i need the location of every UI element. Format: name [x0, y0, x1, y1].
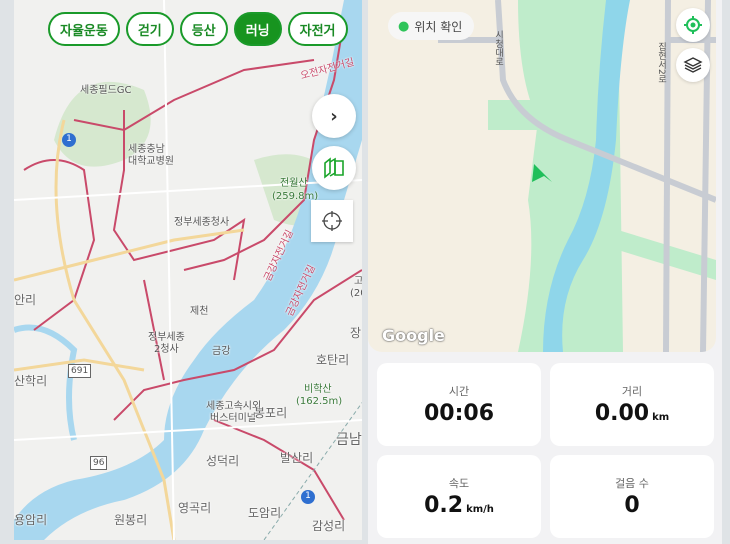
map-label: 정부세종 — [148, 332, 185, 343]
map-pin-icon: ● — [398, 18, 410, 34]
map-label: 산학리 — [14, 374, 48, 388]
gps-target-icon — [684, 16, 702, 34]
map-label: 제천 — [190, 306, 209, 317]
chip-walking[interactable]: 걷기 — [125, 12, 174, 46]
map-label: (20 — [350, 288, 362, 299]
heading-marker-icon — [532, 164, 552, 182]
chevron-right-icon: › — [330, 105, 338, 127]
map-label: 용암리 — [14, 513, 48, 527]
stat-value: 0.00 — [594, 401, 650, 426]
stat-unit: km — [652, 412, 670, 423]
map-label: 비학산 — [304, 384, 332, 395]
map-label: 대학교병원 — [128, 156, 174, 167]
map-label: 전월산 — [280, 178, 308, 189]
stat-title: 시간 — [448, 385, 470, 398]
stat-title: 걸음 수 — [615, 477, 649, 490]
tracking-panel: ● 위치 확인 시청대로 집현서2로 Google 시간 00:06 거리 0.… — [368, 0, 722, 544]
map-graphics — [438, 0, 716, 352]
google-logo: Google — [382, 326, 445, 345]
chip-running[interactable]: 러닝 — [233, 12, 282, 46]
map-label: 2청사 — [154, 344, 179, 355]
chip-hiking[interactable]: 등산 — [179, 12, 228, 46]
stat-card-time: 시간 00:06 — [377, 363, 541, 446]
expand-button[interactable]: › — [312, 94, 356, 138]
map-label: 세종고속시외 — [206, 401, 262, 412]
location-check-button[interactable]: ● 위치 확인 — [388, 12, 475, 40]
location-check-label: 위치 확인 — [414, 19, 463, 34]
map-label: 고 — [354, 276, 362, 287]
road-label: 시청대로 — [493, 30, 503, 66]
stat-card-speed: 속도 0.2 km/h — [377, 455, 541, 538]
3d-view-button[interactable] — [312, 146, 356, 190]
layers-icon — [683, 57, 703, 73]
map-label: 금남 — [336, 432, 362, 448]
stat-card-steps: 걸음 수 0 — [550, 455, 714, 538]
map-label: 발산리 — [280, 451, 314, 465]
route-shield: 1 — [62, 133, 76, 147]
chip-cycling[interactable]: 자전거 — [287, 12, 348, 46]
map-label: 세종충남 — [128, 144, 165, 155]
map-label: 장 — [350, 326, 362, 340]
map-label: 영곡리 — [178, 501, 212, 515]
crosshair-icon — [322, 211, 342, 231]
stat-title: 거리 — [621, 385, 643, 398]
stat-value: 0 — [624, 493, 640, 518]
route-shield: 96 — [90, 456, 108, 470]
activity-chips: 자율운동 걷기 등산 러닝 자전거 — [48, 12, 348, 46]
locate-button[interactable] — [311, 200, 353, 242]
map-label: 정부세종청사 — [174, 217, 230, 228]
map-label: (259.8m) — [272, 191, 319, 202]
map-label: 호탄리 — [316, 353, 350, 367]
stat-title: 속도 — [448, 477, 470, 490]
stat-value: 0.2 — [424, 493, 464, 518]
route-shield: 691 — [68, 364, 92, 378]
map-layers-button[interactable] — [676, 48, 710, 82]
stat-unit: km/h — [466, 504, 494, 515]
stat-card-distance: 거리 0.00 km — [550, 363, 714, 446]
map-label: 도암리 — [248, 506, 282, 520]
stat-value: 00:06 — [423, 401, 495, 426]
map-label: 성덕리 — [206, 454, 240, 468]
map-label: 금강 — [212, 346, 231, 357]
map-label: 감성리 — [312, 519, 346, 533]
current-location-map[interactable]: ● 위치 확인 시청대로 집현서2로 Google — [368, 0, 716, 352]
map-label: 세종필드GC — [80, 85, 132, 96]
my-location-button[interactable] — [676, 8, 710, 42]
overview-map[interactable]: 세종필드GC 세종충남 대학교병원 전월산 (259.8m) 정부세종청사 금강… — [14, 0, 362, 540]
map-label: 버스터미널 — [210, 413, 256, 424]
map-label: 안리 — [14, 293, 37, 307]
route-shield: 1 — [301, 490, 315, 504]
map-label: (162.5m) — [296, 396, 343, 407]
3d-layers-icon — [324, 157, 344, 179]
road-label: 집현서2로 — [656, 42, 666, 84]
map-label: 봉포리 — [254, 406, 288, 420]
map-graphics — [14, 0, 362, 540]
chip-free-exercise[interactable]: 자율운동 — [48, 12, 120, 46]
map-label: 원봉리 — [114, 513, 148, 527]
